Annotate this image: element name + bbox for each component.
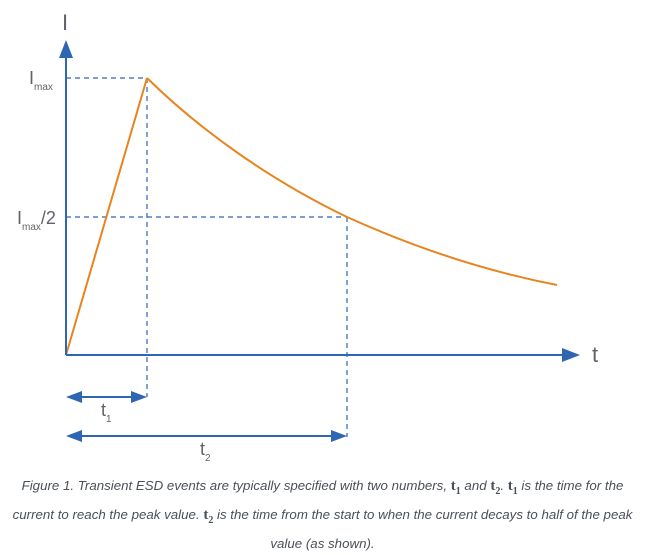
x-axis-label: t — [592, 342, 598, 367]
caption-text-5: is the time from the start to when the c… — [213, 507, 633, 551]
imax-label: Imax — [29, 68, 53, 93]
caption-text-2: and — [460, 478, 491, 493]
caption-t2-symbol: t2 — [490, 478, 501, 497]
t2-right-arrowhead — [331, 430, 347, 442]
caption-t2-symbol-2: t2 — [203, 507, 214, 526]
y-axis-label: I — [62, 10, 68, 35]
caption-t1-symbol-2: t1 — [507, 478, 518, 497]
t2-label: t2 — [200, 439, 211, 464]
imax-half-label: Imax/2 — [17, 208, 56, 233]
caption-text-1: Figure 1. Transient ESD events are typic… — [21, 478, 451, 493]
caption-text-4: is the time for the current to reach the… — [12, 478, 624, 522]
y-axis-arrowhead — [59, 40, 73, 58]
x-axis-arrowhead — [562, 348, 580, 362]
t1-right-arrowhead — [131, 391, 147, 403]
t2-left-arrowhead — [66, 430, 82, 442]
caption-text-3: . — [500, 478, 508, 493]
figure-caption: Figure 1. Transient ESD events are typic… — [0, 474, 645, 555]
t1-label: t1 — [101, 400, 112, 425]
t1-left-arrowhead — [66, 391, 82, 403]
current-decay-curve — [146, 77, 558, 286]
caption-t1-symbol: t1 — [450, 478, 461, 497]
esd-waveform-diagram: I t Imax Imax/2 t1 t2 — [17, 10, 598, 464]
current-rise-line — [65, 77, 148, 356]
